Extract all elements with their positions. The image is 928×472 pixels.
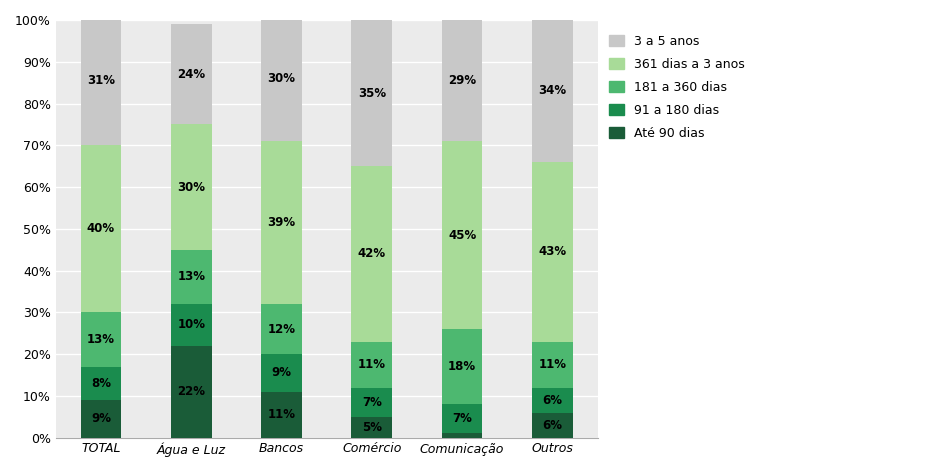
Text: 11%: 11% bbox=[538, 358, 566, 371]
Bar bbox=[81, 312, 121, 367]
Text: 24%: 24% bbox=[177, 68, 205, 81]
Bar bbox=[81, 400, 121, 438]
Bar bbox=[351, 417, 392, 438]
Text: 34%: 34% bbox=[538, 84, 566, 98]
Bar bbox=[261, 354, 302, 392]
Bar bbox=[442, 404, 482, 433]
Text: 7%: 7% bbox=[452, 413, 471, 425]
Bar bbox=[171, 346, 212, 438]
Bar bbox=[261, 304, 302, 354]
Bar bbox=[442, 329, 482, 404]
Text: 39%: 39% bbox=[267, 216, 295, 229]
Text: 22%: 22% bbox=[177, 385, 205, 398]
Text: 40%: 40% bbox=[86, 222, 115, 236]
Text: 35%: 35% bbox=[357, 86, 385, 100]
Text: 42%: 42% bbox=[357, 247, 385, 261]
Bar bbox=[171, 304, 212, 346]
Text: 6%: 6% bbox=[542, 394, 561, 406]
Text: 9%: 9% bbox=[271, 366, 291, 379]
Text: 30%: 30% bbox=[267, 72, 295, 85]
Text: 29%: 29% bbox=[447, 74, 476, 87]
Bar bbox=[171, 24, 212, 125]
Bar bbox=[261, 141, 302, 304]
Text: 6%: 6% bbox=[542, 419, 561, 431]
Bar bbox=[351, 388, 392, 417]
Bar bbox=[81, 145, 121, 312]
Bar bbox=[171, 250, 212, 304]
Bar bbox=[442, 20, 482, 141]
Bar bbox=[442, 433, 482, 438]
Text: 43%: 43% bbox=[538, 245, 566, 258]
Bar bbox=[351, 166, 392, 342]
Text: 13%: 13% bbox=[177, 270, 205, 283]
Text: 18%: 18% bbox=[447, 360, 476, 373]
Bar bbox=[442, 141, 482, 329]
Text: 9%: 9% bbox=[91, 413, 110, 425]
Bar bbox=[532, 388, 573, 413]
Bar bbox=[351, 342, 392, 388]
Bar bbox=[81, 367, 121, 400]
Bar bbox=[261, 392, 302, 438]
Bar bbox=[532, 413, 573, 438]
Text: 8%: 8% bbox=[91, 377, 110, 390]
Bar bbox=[81, 16, 121, 145]
Text: 5%: 5% bbox=[361, 421, 381, 434]
Text: 30%: 30% bbox=[177, 181, 205, 194]
Bar bbox=[532, 342, 573, 388]
Text: 45%: 45% bbox=[447, 228, 476, 242]
Bar bbox=[532, 20, 573, 162]
Text: 11%: 11% bbox=[267, 408, 295, 421]
Text: 13%: 13% bbox=[87, 333, 115, 346]
Bar bbox=[261, 16, 302, 141]
Bar bbox=[351, 20, 392, 166]
Text: 11%: 11% bbox=[357, 358, 385, 371]
Text: 12%: 12% bbox=[267, 322, 295, 336]
Text: 7%: 7% bbox=[362, 396, 381, 409]
Bar bbox=[532, 162, 573, 342]
Legend: 3 a 5 anos, 361 dias a 3 anos, 181 a 360 dias, 91 a 180 dias, Até 90 dias: 3 a 5 anos, 361 dias a 3 anos, 181 a 360… bbox=[609, 34, 744, 140]
Bar bbox=[171, 125, 212, 250]
Text: 31%: 31% bbox=[87, 74, 115, 87]
Text: 10%: 10% bbox=[177, 319, 205, 331]
